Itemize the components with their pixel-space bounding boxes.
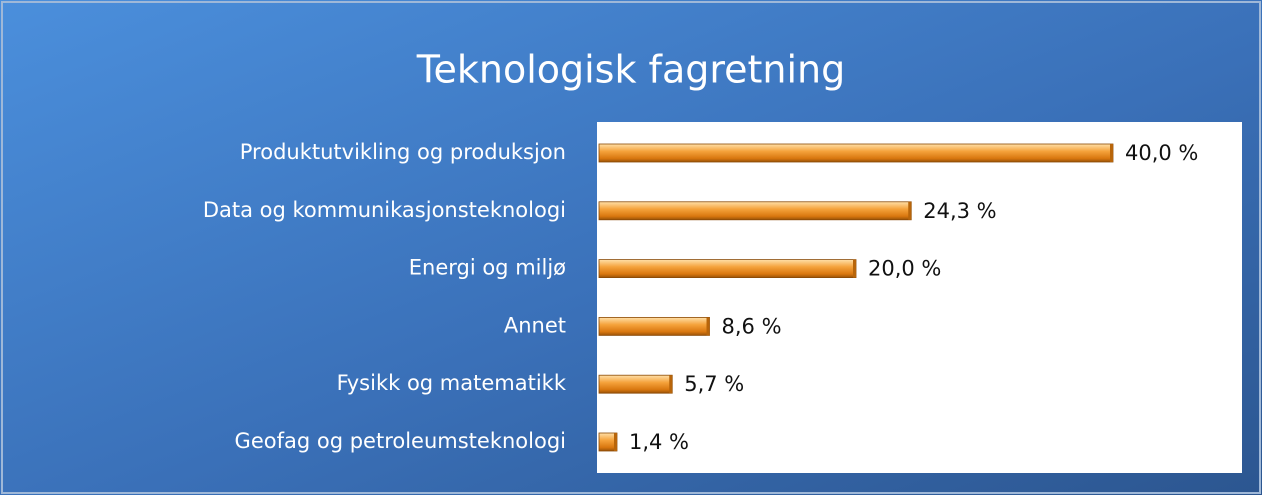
value-label: 24,3 % (923, 199, 996, 223)
value-label: 8,6 % (722, 314, 782, 338)
category-label: Geofag og petroleumsteknologi (235, 429, 566, 453)
bar-cap (613, 433, 617, 451)
category-label: Annet (504, 313, 566, 337)
category-label: Data og kommunikasjonsteknologi (203, 198, 566, 222)
chart-title: Teknologisk fagretning (416, 48, 846, 92)
bar-cap (669, 375, 673, 394)
value-label: 20,0 % (868, 257, 941, 281)
bar (598, 374, 673, 394)
plot-area (597, 122, 1242, 473)
value-label: 1,4 % (629, 430, 689, 454)
bar (598, 316, 710, 336)
bar-cap (706, 317, 710, 336)
bar (598, 201, 912, 221)
bar-cap (853, 259, 856, 278)
value-label: 40,0 % (1125, 141, 1198, 165)
value-label: 5,7 % (684, 372, 744, 396)
category-label: Energi og miljø (409, 256, 566, 280)
category-label: Produktutvikling og produksjon (240, 140, 566, 164)
category-label: Fysikk og matematikk (337, 371, 567, 395)
bar (598, 143, 1114, 163)
bar (598, 259, 857, 279)
bar-cap (1110, 144, 1113, 162)
bar-cap (908, 201, 912, 220)
